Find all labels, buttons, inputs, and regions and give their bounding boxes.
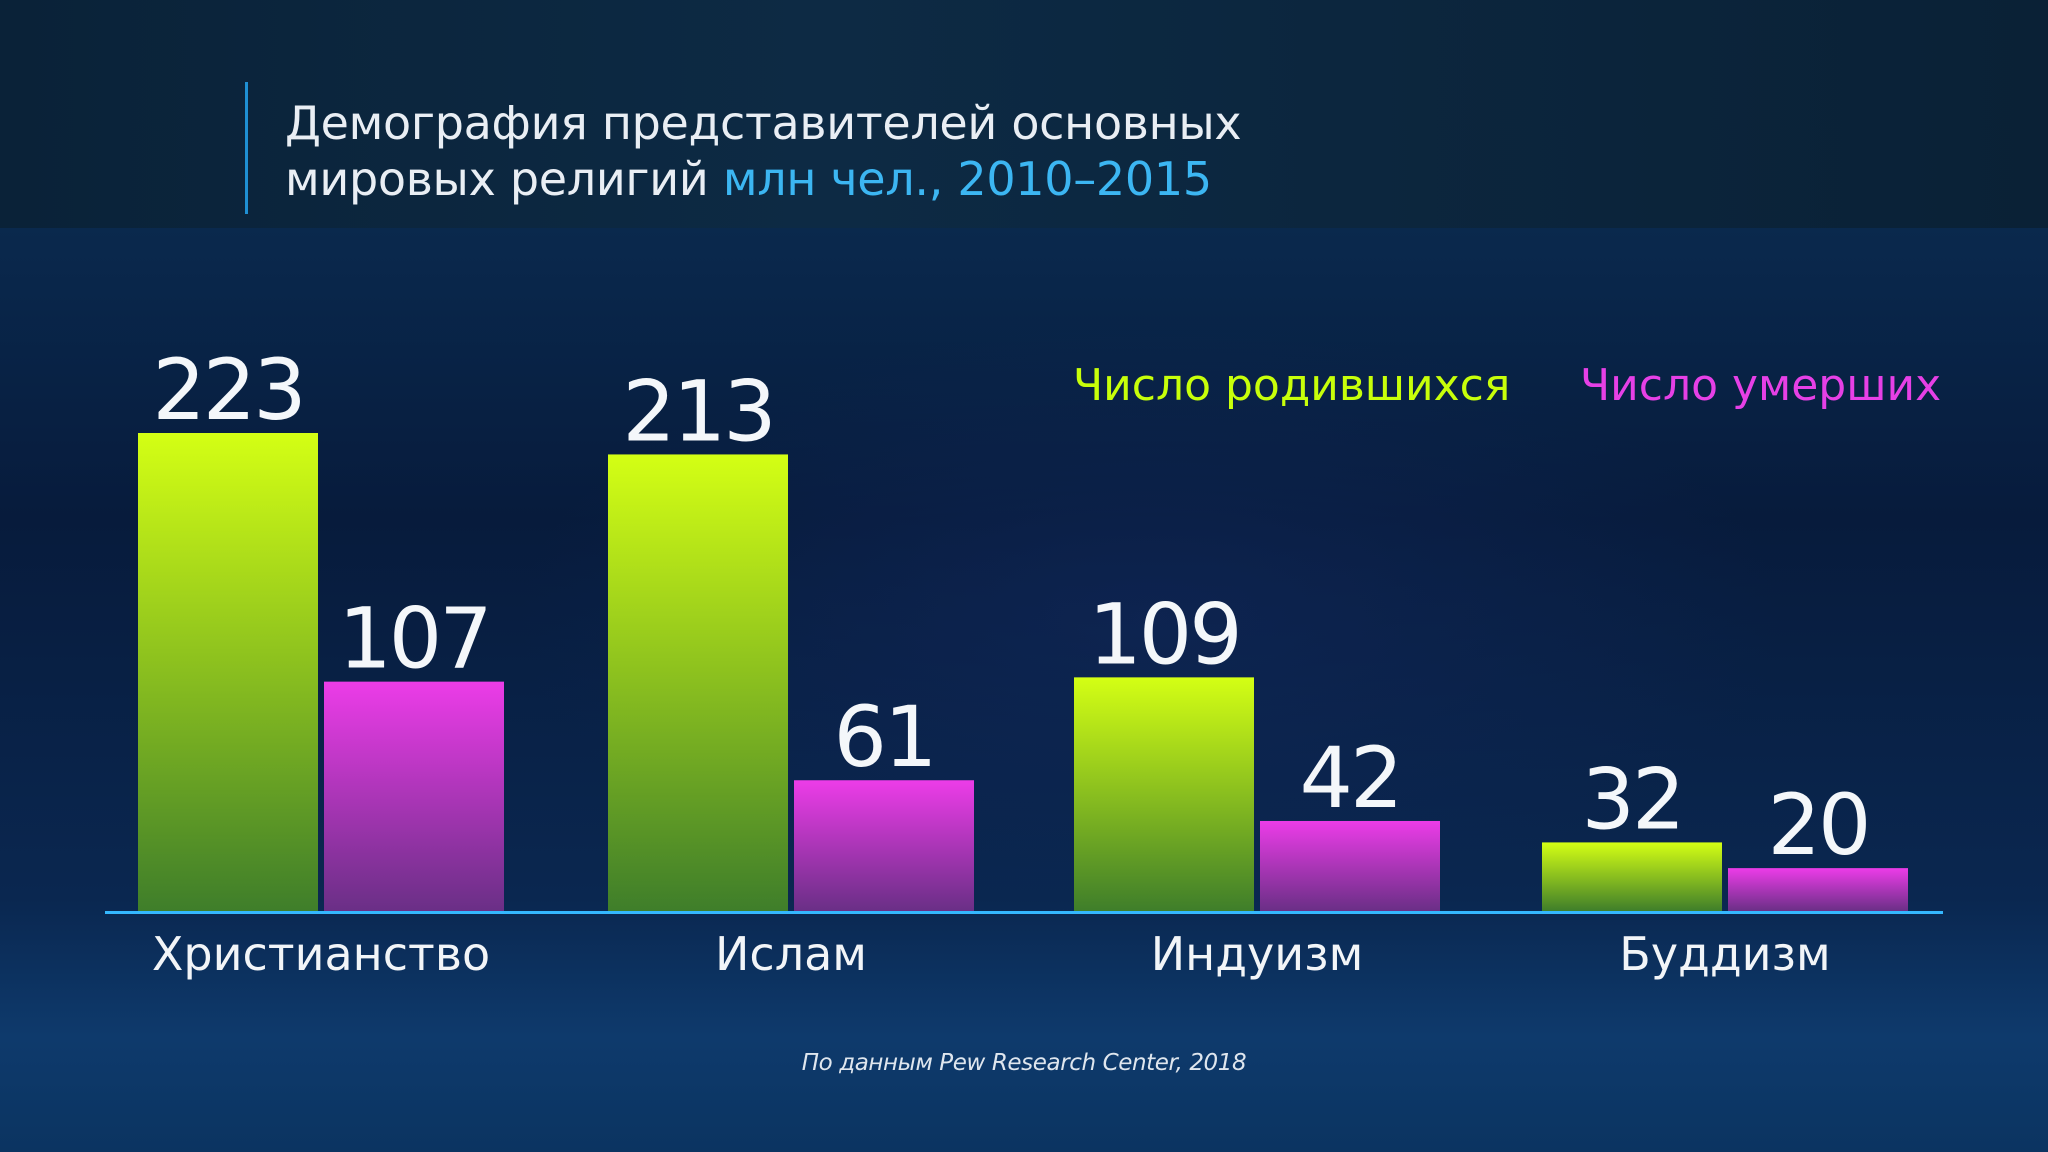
category-label-0: Христианство xyxy=(152,927,490,981)
bar-births-1 xyxy=(608,454,788,911)
bar-deaths-3 xyxy=(1728,868,1908,911)
legend-deaths: Число умерших xyxy=(1580,360,1942,411)
header-accent-line xyxy=(245,82,248,214)
value-label-deaths-2: 42 xyxy=(1300,729,1401,827)
bar-births-0 xyxy=(138,433,318,911)
category-label-3: Буддизм xyxy=(1619,927,1830,981)
value-label-deaths-0: 107 xyxy=(338,590,489,688)
value-label-births-1: 213 xyxy=(622,362,773,460)
chart-title-line-2: мировых религий млн чел., 2010–2015 xyxy=(285,152,1212,206)
value-label-deaths-3: 20 xyxy=(1768,776,1869,874)
value-label-births-0: 223 xyxy=(152,341,303,439)
chart-title-units: млн чел., 2010–2015 xyxy=(722,152,1212,206)
value-label-births-2: 109 xyxy=(1088,585,1239,683)
bar-births-3 xyxy=(1542,842,1722,911)
chart-title-line-1: Демография представителей основных xyxy=(285,96,1242,150)
value-label-deaths-1: 61 xyxy=(834,688,935,786)
source-note: По данным Pew Research Center, 2018 xyxy=(801,1050,1247,1076)
legend-births: Число родившихся xyxy=(1073,360,1511,411)
chart-title-main: мировых религий xyxy=(285,152,709,206)
bar-births-2 xyxy=(1074,677,1254,911)
category-label-1: Ислам xyxy=(715,927,867,981)
bar-deaths-2 xyxy=(1260,820,1440,911)
category-label-2: Индуизм xyxy=(1151,927,1364,981)
bar-deaths-1 xyxy=(794,780,974,911)
header-band xyxy=(0,0,2048,228)
value-label-births-3: 32 xyxy=(1582,750,1683,848)
bar-deaths-0 xyxy=(324,681,504,911)
